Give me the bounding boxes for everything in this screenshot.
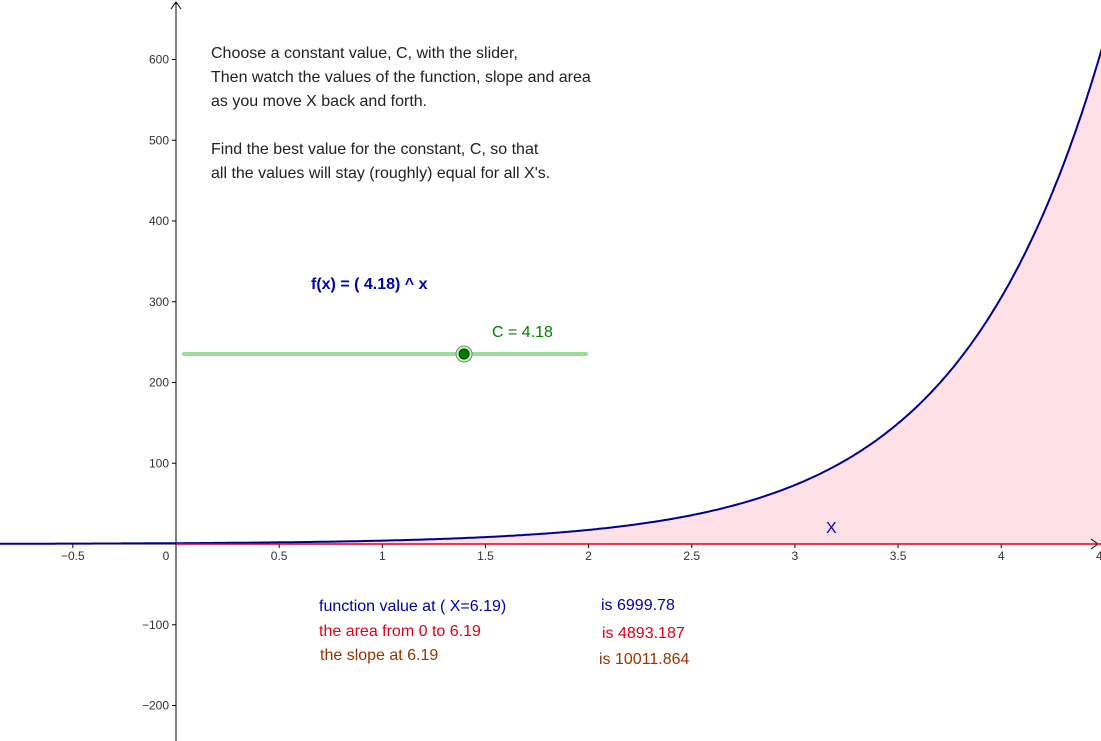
instructions: Choose a constant value, C, with the sli…	[211, 42, 591, 186]
x-tick-label: 0	[163, 549, 170, 563]
slider-label: C = 4.18	[492, 324, 553, 341]
x-tick-label: 3	[792, 549, 799, 563]
point-label: X	[826, 520, 837, 537]
instruction-line: Choose a constant value, C, with the sli…	[211, 45, 518, 62]
slider-knob[interactable]	[458, 348, 470, 360]
y-tick-label: 100	[149, 456, 169, 470]
function-value-label: function value at ( X=6.19)	[319, 598, 507, 615]
x-tick-label: 4.5	[1096, 549, 1101, 563]
x-tick-label: 2	[585, 549, 592, 563]
instruction-line: Then watch the values of the function, s…	[211, 69, 591, 86]
y-tick-label: 400	[149, 214, 169, 228]
x-tick-label: 2.5	[683, 549, 700, 563]
instruction-line: as you move X back and forth.	[211, 93, 428, 110]
x-tick-label: −0.5	[61, 549, 85, 563]
instruction-line: Find the best value for the constant, C,…	[211, 141, 539, 158]
x-tick-label: 4	[998, 549, 1005, 563]
y-tick-label: −200	[142, 699, 169, 713]
function-formula: f(x) = ( 4.18) ^ x	[311, 276, 428, 293]
y-tick-label: 300	[149, 295, 169, 309]
y-tick-label: −100	[142, 618, 169, 632]
slope-label: the slope at 6.19	[320, 647, 439, 664]
function-curve	[0, 48, 1101, 545]
y-tick-label: 600	[149, 53, 169, 67]
x-tick-label: 1.5	[477, 549, 494, 563]
instruction-line: all the values will stay (roughly) equal…	[211, 165, 551, 182]
slope-value: is 10011.864	[599, 651, 690, 668]
y-tick-label: 500	[149, 133, 169, 147]
area-value: is 4893.187	[602, 625, 685, 642]
x-tick-label: 0.5	[271, 549, 288, 563]
c-slider[interactable]	[182, 345, 588, 363]
function-value: is 6999.78	[601, 597, 675, 614]
y-axis: −200 −100 100 200 300 400 500 600	[142, 1, 182, 741]
area-label: the area from 0 to 6.19	[319, 623, 481, 640]
x-tick-label: 1	[379, 549, 386, 563]
y-tick-label: 200	[149, 376, 169, 390]
x-tick-label: 3.5	[890, 549, 907, 563]
area-under-curve	[176, 51, 1101, 544]
